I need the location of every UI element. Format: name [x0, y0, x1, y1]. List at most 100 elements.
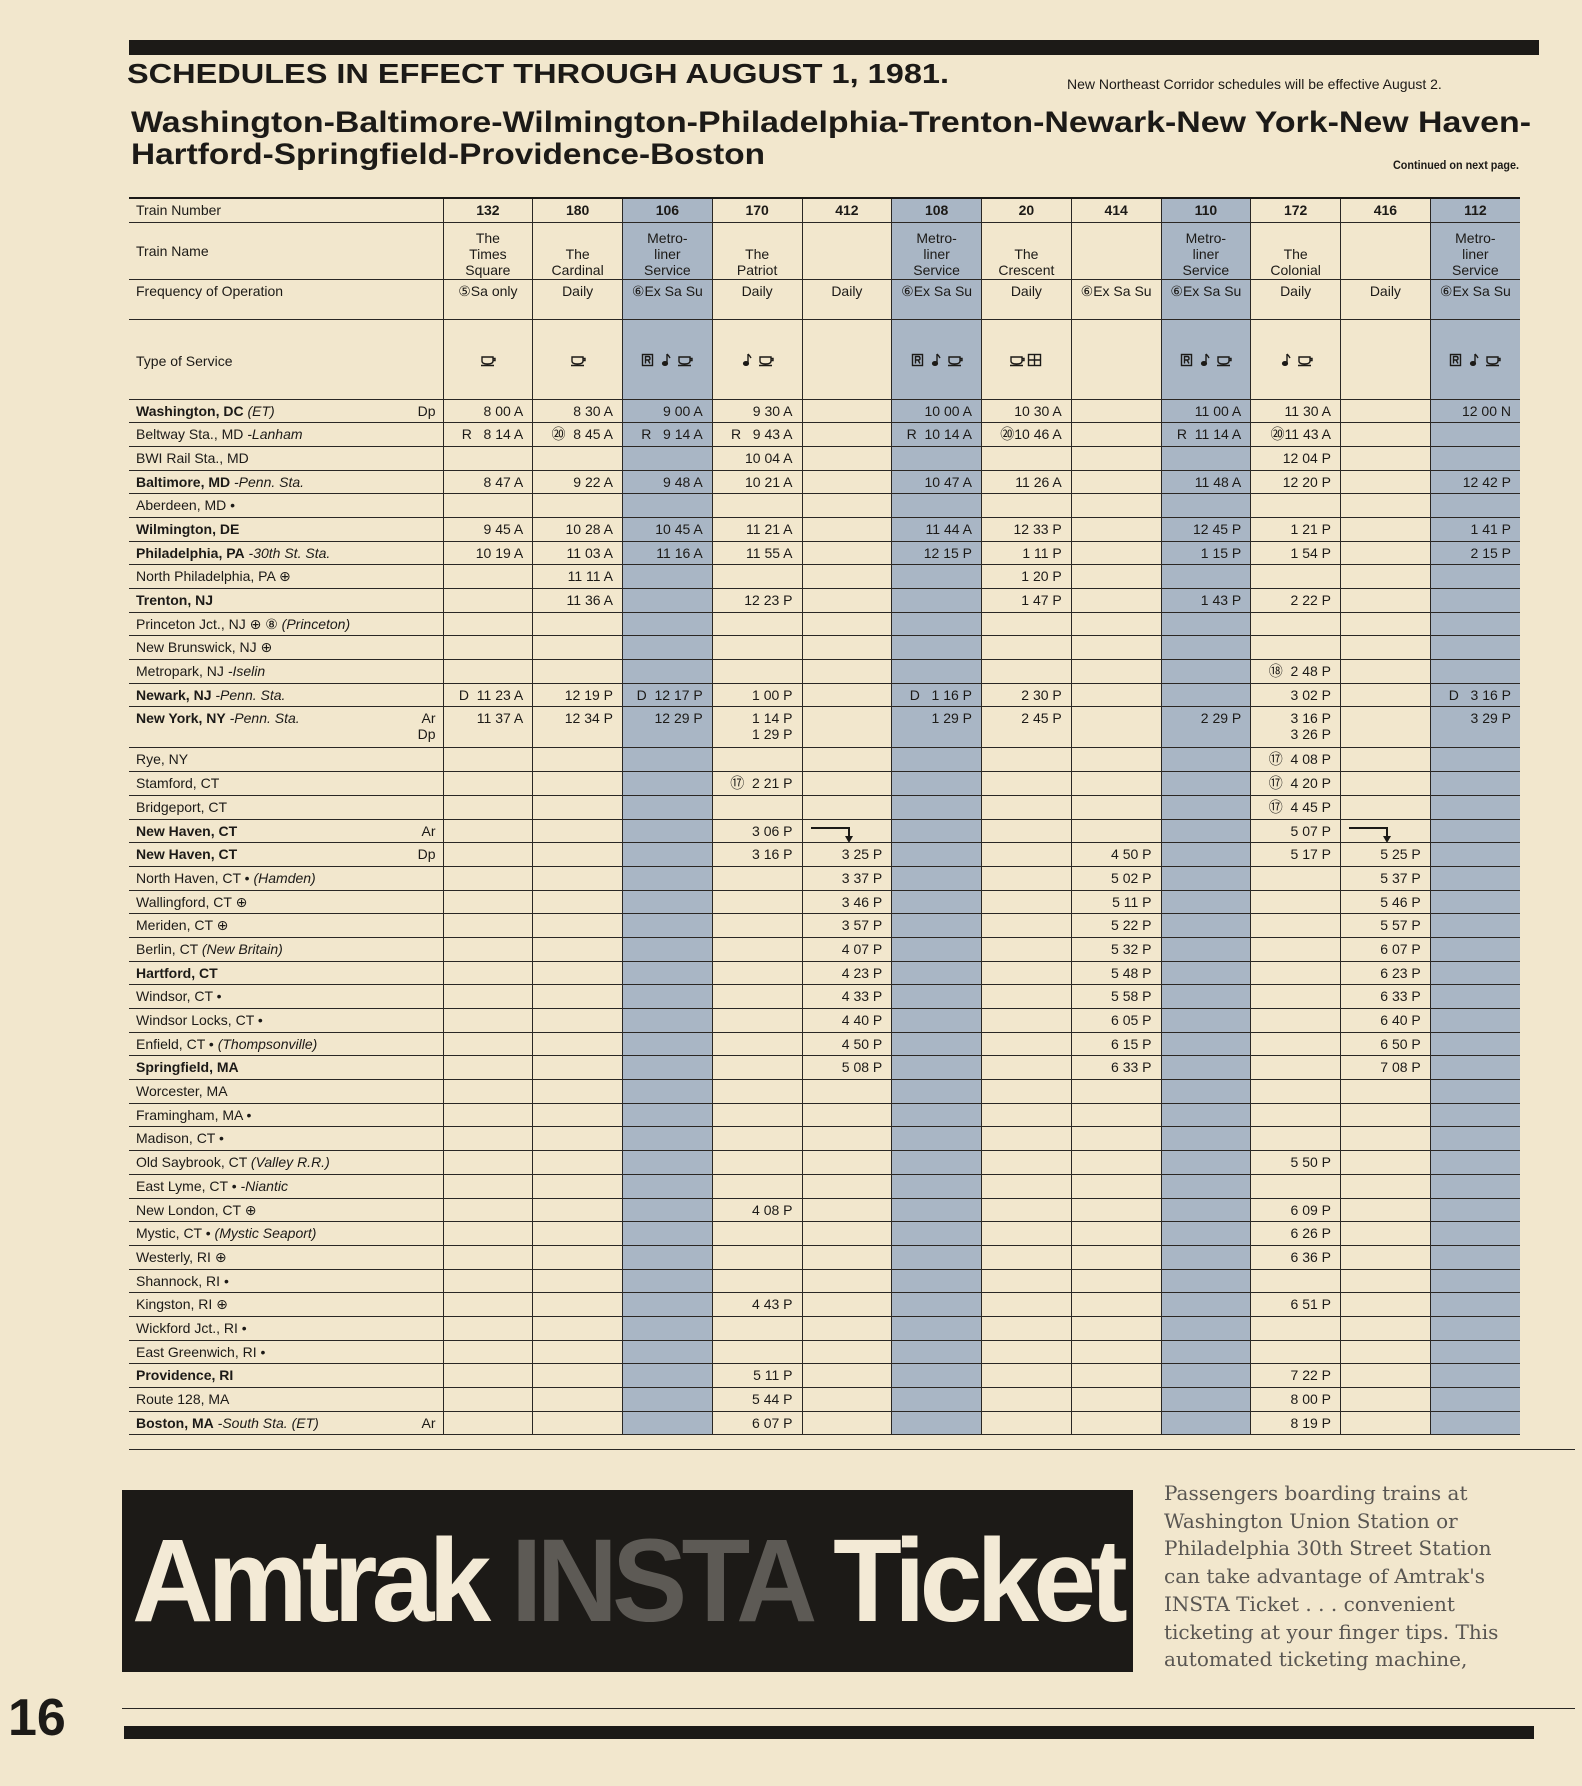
time-cell: 6 23 P — [1340, 961, 1431, 986]
station-name: Westerly, RI ⊕ — [136, 1248, 227, 1265]
train-number: 20 — [981, 198, 1072, 223]
time-cell — [891, 1245, 982, 1270]
icon-note — [1205, 353, 1210, 363]
time-cell: 12 33 P — [981, 517, 1072, 542]
time-cell — [981, 747, 1072, 773]
ad-word: Ticket — [833, 1515, 1128, 1647]
time-cell: 5 37 P — [1340, 866, 1431, 891]
time-cell — [981, 1292, 1072, 1317]
time-cell — [711, 937, 802, 962]
time-cell — [622, 1316, 713, 1341]
time-cell: 4 43 P — [711, 1292, 802, 1317]
time-cell — [981, 446, 1072, 471]
time-cell: D 11 23 A — [442, 683, 533, 708]
time-cell: 5 50 P — [1250, 1150, 1341, 1175]
service-icon — [1450, 353, 1462, 367]
time-cell: 6 33 P — [1340, 984, 1431, 1009]
frequency: Daily — [981, 279, 1072, 320]
time-cell: 9 22 A — [532, 470, 623, 495]
time-cell — [1250, 493, 1341, 518]
time-cell: ⑱ 2 48 P — [1250, 659, 1341, 684]
station-name: North Philadelphia, PA ⊕ — [136, 568, 291, 585]
frequency: ⑥Ex Sa Su — [1160, 279, 1251, 320]
time-cell — [891, 612, 982, 637]
time-cell: 2 22 P — [1250, 588, 1341, 613]
time-cell — [1070, 771, 1161, 796]
time-cell: 6 07 P — [1340, 937, 1431, 962]
time-cell — [1429, 819, 1520, 844]
time-cell — [801, 1174, 892, 1199]
time-cell — [1070, 1411, 1161, 1436]
time-cell — [622, 795, 713, 820]
time-cell — [532, 842, 623, 867]
station-name: New York, NY — [136, 710, 226, 727]
time-cell — [1160, 961, 1251, 986]
service-icons — [480, 356, 496, 367]
time-cell — [532, 795, 623, 820]
service-icons — [1281, 353, 1313, 367]
time-cell — [711, 1032, 802, 1057]
time-cell — [622, 1387, 713, 1412]
station-name: Windsor, CT • — [136, 988, 222, 1005]
time-cell — [801, 1150, 892, 1175]
time-cell — [891, 1032, 982, 1057]
service-icon — [1180, 353, 1193, 367]
icon-note-head — [1200, 360, 1207, 366]
service-icon — [911, 353, 923, 367]
frequency: ⑥Ex Sa Su — [622, 279, 713, 320]
time-cell — [532, 1411, 623, 1436]
time-cell — [1250, 1340, 1341, 1365]
time-cell — [711, 1340, 802, 1365]
time-cell — [801, 517, 892, 542]
time-cell — [442, 795, 533, 820]
icon-note-head — [743, 360, 750, 366]
time-cell: 11 55 A — [711, 541, 802, 566]
time-cell — [442, 913, 533, 938]
time-cell — [1340, 683, 1431, 708]
train-name: The Crescent — [981, 222, 1072, 280]
service-icons — [1450, 353, 1502, 367]
service-icons — [1180, 353, 1232, 367]
station-name: New Brunswick, NJ ⊕ — [136, 639, 273, 656]
time-cell — [1340, 612, 1431, 637]
time-cell: 1 54 P — [1250, 541, 1341, 566]
time-cell — [1429, 635, 1520, 661]
time-cell: 11 26 A — [981, 470, 1072, 495]
station-label: Wilmington, DE — [129, 517, 443, 542]
service-icon — [1470, 353, 1480, 366]
station-name: Wickford Jct., RI • — [136, 1319, 247, 1336]
time-cell — [711, 1008, 802, 1033]
time-cell — [1250, 1079, 1341, 1104]
arrow-line — [810, 826, 850, 838]
time-cell: 6 07 P — [711, 1411, 802, 1436]
time-cell — [622, 659, 713, 684]
station-label: Westerly, RI ⊕ — [129, 1245, 443, 1270]
station-label: Wickford Jct., RI • — [129, 1316, 443, 1341]
time-cell — [622, 1103, 713, 1128]
ad-text: Passengers boarding trains at Washington … — [1164, 1480, 1498, 1674]
time-cell — [1429, 1103, 1520, 1128]
station-label: Stamford, CT — [129, 771, 443, 796]
time-cell — [891, 842, 982, 867]
time-cell — [981, 1340, 1072, 1365]
time-cell — [981, 913, 1072, 938]
time-cell: 8 00 A — [442, 399, 533, 424]
time-cell — [442, 1363, 533, 1388]
ad-text-line: Passengers boarding trains at — [1164, 1481, 1468, 1505]
service-type — [442, 319, 533, 400]
station-label: Philadelphia, PA -30th St. Sta. — [129, 541, 443, 566]
time-cell: ⑳10 46 A — [981, 422, 1072, 447]
time-cell: 12 20 P — [1250, 470, 1341, 495]
header-note: New Northeast Corridor schedules will be… — [1067, 76, 1442, 92]
time-cell — [622, 1411, 713, 1436]
time-cell — [1340, 493, 1431, 518]
station-name: Madison, CT • — [136, 1130, 224, 1147]
time-cell — [1160, 842, 1251, 867]
row-label: Train Number — [129, 198, 443, 223]
time-cell: 1 47 P — [981, 588, 1072, 613]
time-cell: 4 50 P — [1070, 842, 1161, 867]
time-cell — [1070, 1079, 1161, 1104]
time-cell — [532, 493, 623, 518]
